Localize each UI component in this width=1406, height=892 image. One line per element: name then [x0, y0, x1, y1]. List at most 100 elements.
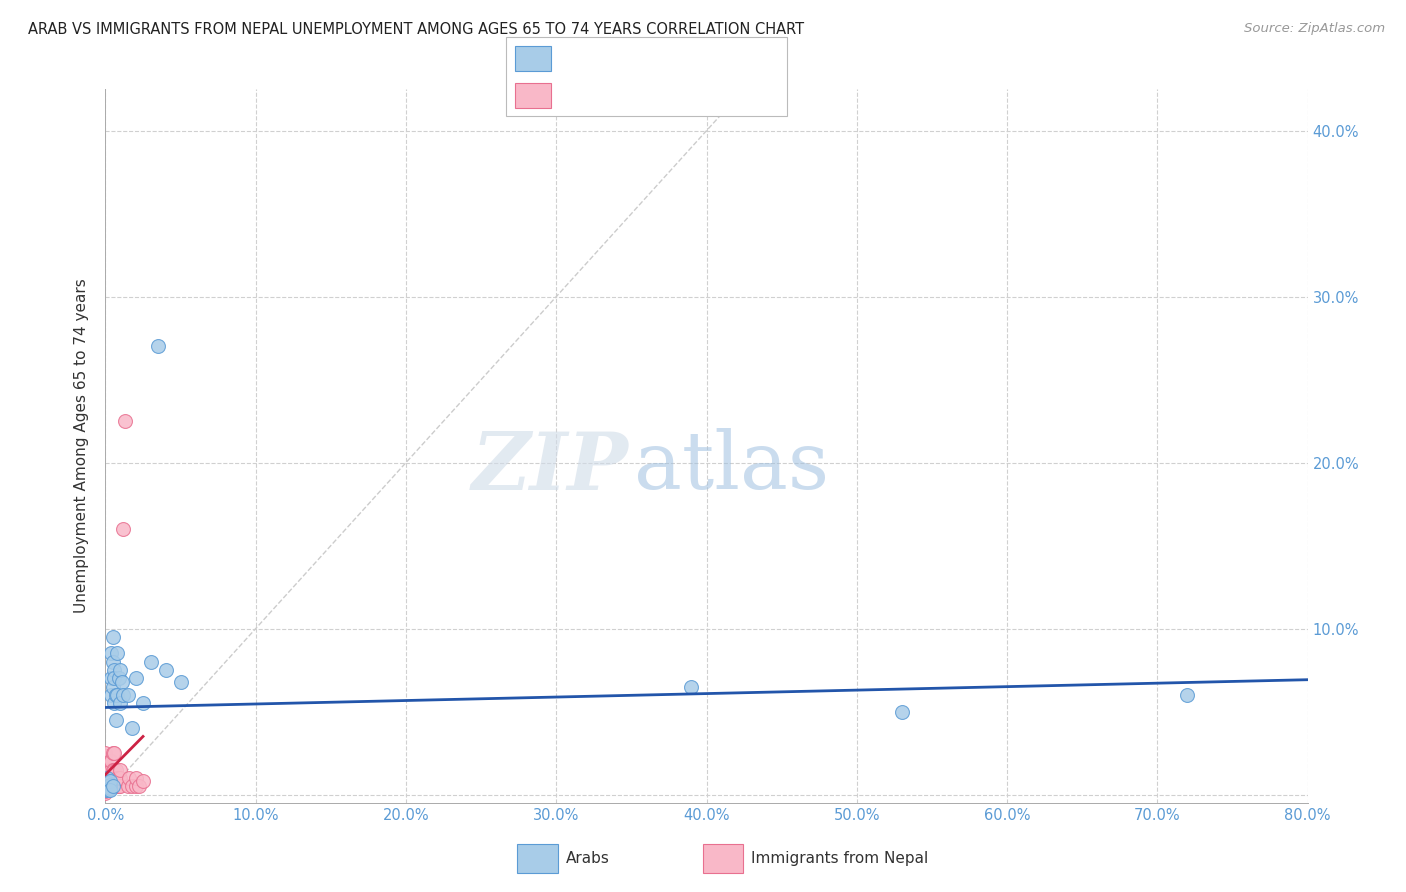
- Point: [107, 771, 129, 785]
- Point: [124, 771, 146, 785]
- Point: [100, 688, 122, 702]
- Point: [1175, 688, 1198, 702]
- Point: [108, 671, 131, 685]
- Point: [100, 754, 122, 768]
- Point: [97, 782, 120, 797]
- Bar: [515, 83, 551, 108]
- Text: 0.29: 0.29: [605, 88, 641, 103]
- Point: [121, 779, 143, 793]
- Text: Arabs: Arabs: [565, 851, 610, 866]
- Point: [94, 763, 117, 777]
- Point: [100, 763, 122, 777]
- Point: [98, 778, 121, 792]
- FancyBboxPatch shape: [506, 37, 787, 116]
- Point: [890, 705, 912, 719]
- Point: [117, 779, 139, 793]
- Text: 41: 41: [703, 51, 723, 66]
- Point: [98, 774, 121, 789]
- Point: [96, 779, 118, 793]
- Point: [94, 746, 117, 760]
- Point: [94, 786, 117, 800]
- Point: [110, 763, 132, 777]
- Bar: [517, 844, 558, 873]
- Point: [107, 688, 129, 702]
- Point: [110, 771, 132, 785]
- Point: [101, 746, 124, 760]
- Point: [107, 779, 129, 793]
- Point: [101, 779, 124, 793]
- Point: [101, 655, 124, 669]
- Point: [98, 779, 121, 793]
- Point: [103, 746, 125, 760]
- Point: [94, 767, 117, 781]
- Point: [128, 779, 150, 793]
- Bar: [703, 844, 744, 873]
- Point: [139, 655, 162, 669]
- Point: [681, 680, 703, 694]
- Point: [114, 414, 136, 428]
- Point: [100, 779, 122, 793]
- Point: [96, 757, 118, 772]
- Point: [94, 784, 117, 798]
- Point: [97, 779, 120, 793]
- Point: [107, 647, 129, 661]
- Text: 0.183: 0.183: [605, 51, 651, 66]
- Point: [98, 771, 121, 785]
- Point: [118, 771, 141, 785]
- Point: [98, 782, 121, 797]
- Y-axis label: Unemployment Among Ages 65 to 74 years: Unemployment Among Ages 65 to 74 years: [75, 278, 90, 614]
- Point: [101, 771, 124, 785]
- Text: Source: ZipAtlas.com: Source: ZipAtlas.com: [1244, 22, 1385, 36]
- Point: [96, 771, 118, 785]
- Text: N =: N =: [661, 88, 693, 103]
- Point: [101, 763, 124, 777]
- Point: [104, 763, 127, 777]
- Point: [101, 680, 124, 694]
- Point: [124, 779, 146, 793]
- Point: [112, 688, 135, 702]
- Point: [169, 674, 191, 689]
- Text: N =: N =: [661, 51, 693, 66]
- Point: [98, 763, 121, 777]
- Point: [94, 782, 117, 797]
- Point: [96, 774, 118, 789]
- Point: [96, 782, 118, 797]
- Text: Immigrants from Nepal: Immigrants from Nepal: [751, 851, 928, 866]
- Point: [108, 771, 131, 785]
- Text: atlas: atlas: [634, 428, 830, 507]
- Text: 54: 54: [703, 88, 723, 103]
- Text: ARAB VS IMMIGRANTS FROM NEPAL UNEMPLOYMENT AMONG AGES 65 TO 74 YEARS CORRELATION: ARAB VS IMMIGRANTS FROM NEPAL UNEMPLOYME…: [28, 22, 804, 37]
- Point: [103, 696, 125, 710]
- Text: ZIP: ZIP: [471, 429, 628, 506]
- Point: [110, 696, 132, 710]
- Point: [111, 674, 134, 689]
- Point: [97, 771, 120, 785]
- Point: [101, 630, 124, 644]
- Point: [94, 757, 117, 772]
- Point: [103, 763, 125, 777]
- Point: [96, 779, 118, 793]
- Point: [103, 671, 125, 685]
- Point: [121, 721, 143, 735]
- Point: [103, 779, 125, 793]
- Point: [97, 779, 120, 793]
- Point: [94, 779, 117, 793]
- Point: [94, 754, 117, 768]
- Point: [108, 779, 131, 793]
- Point: [104, 688, 127, 702]
- Point: [94, 774, 117, 789]
- Point: [155, 663, 177, 677]
- Point: [132, 774, 155, 789]
- Point: [101, 779, 124, 793]
- Point: [110, 663, 132, 677]
- Point: [100, 647, 122, 661]
- Text: R =: R =: [560, 51, 591, 66]
- Point: [94, 778, 117, 792]
- Point: [98, 780, 121, 795]
- Point: [104, 779, 127, 793]
- Point: [97, 776, 120, 790]
- Point: [94, 771, 117, 785]
- Point: [97, 763, 120, 777]
- Bar: [515, 46, 551, 71]
- Point: [146, 339, 169, 353]
